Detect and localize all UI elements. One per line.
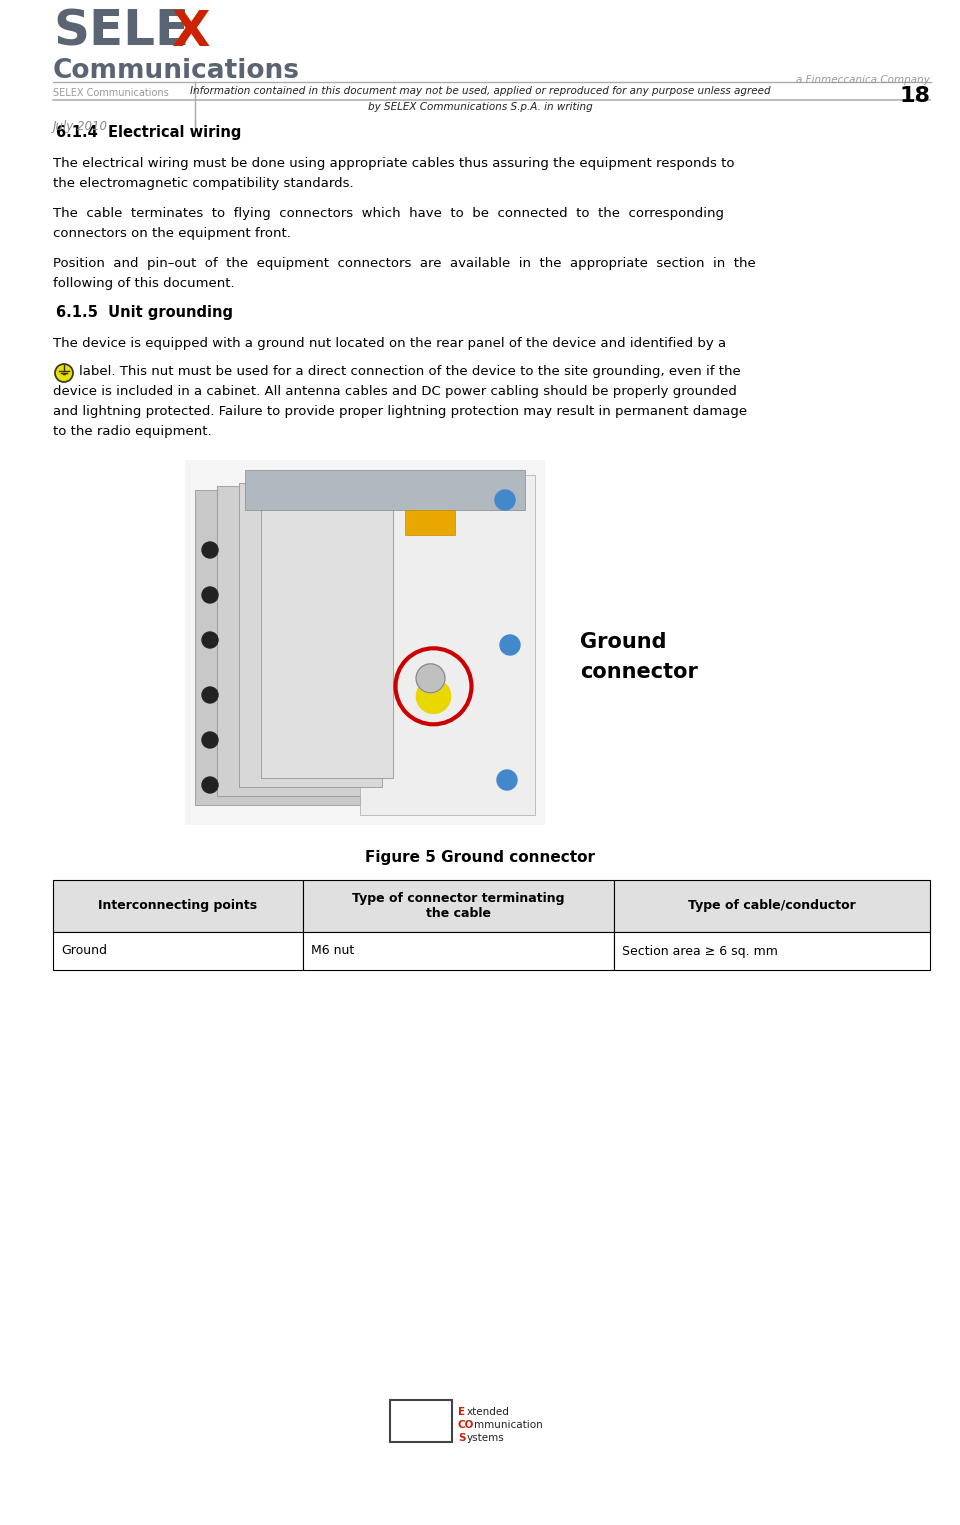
- Text: a Finmeccanica Company: a Finmeccanica Company: [796, 75, 930, 85]
- Circle shape: [202, 541, 218, 558]
- FancyBboxPatch shape: [195, 490, 360, 805]
- Text: The  cable  terminates  to  flying  connectors  which  have  to  be  connected  : The cable terminates to flying connector…: [53, 207, 724, 220]
- Text: following of this document.: following of this document.: [53, 278, 234, 290]
- FancyBboxPatch shape: [303, 880, 614, 932]
- Text: Type of connector terminating
the cable: Type of connector terminating the cable: [352, 892, 564, 920]
- Text: to the radio equipment.: to the radio equipment.: [53, 425, 211, 438]
- Text: Interconnecting points: Interconnecting points: [99, 900, 257, 912]
- FancyBboxPatch shape: [390, 1400, 452, 1443]
- Text: mmunication: mmunication: [474, 1420, 542, 1430]
- Text: label. This nut must be used for a direct connection of the device to the site g: label. This nut must be used for a direc…: [79, 364, 741, 378]
- Circle shape: [416, 663, 444, 692]
- FancyBboxPatch shape: [239, 483, 382, 787]
- Text: S: S: [458, 1434, 466, 1443]
- Text: Position  and  pin–out  of  the  equipment  connectors  are  available  in  the : Position and pin–out of the equipment co…: [53, 258, 756, 270]
- FancyBboxPatch shape: [53, 932, 303, 970]
- Text: The electrical wiring must be done using appropriate cables thus assuring the eq: The electrical wiring must be done using…: [53, 157, 734, 169]
- Circle shape: [500, 634, 520, 656]
- FancyBboxPatch shape: [245, 470, 525, 509]
- Text: Figure 5 Ground connector: Figure 5 Ground connector: [365, 849, 595, 865]
- FancyBboxPatch shape: [53, 880, 303, 932]
- Circle shape: [202, 732, 218, 747]
- Text: E: E: [458, 1408, 466, 1417]
- Circle shape: [202, 587, 218, 602]
- FancyBboxPatch shape: [614, 932, 930, 970]
- Text: 18: 18: [899, 85, 930, 107]
- Text: by SELEX Communications S.p.A. in writing: by SELEX Communications S.p.A. in writin…: [368, 102, 592, 111]
- Text: Ground: Ground: [61, 944, 107, 958]
- Circle shape: [202, 631, 218, 648]
- Text: Communications: Communications: [53, 58, 300, 84]
- Text: CO: CO: [458, 1420, 474, 1430]
- Text: Ground: Ground: [580, 631, 666, 651]
- Text: and lightning protected. Failure to provide proper lightning protection may resu: and lightning protected. Failure to prov…: [53, 406, 747, 418]
- Circle shape: [495, 490, 515, 509]
- Text: July 2010: July 2010: [53, 120, 108, 133]
- Circle shape: [417, 679, 450, 714]
- FancyBboxPatch shape: [303, 932, 614, 970]
- Text: ECOS: ECOS: [392, 1412, 450, 1430]
- Text: X: X: [171, 8, 209, 56]
- Circle shape: [55, 364, 73, 381]
- Text: device is included in a cabinet. All antenna cables and DC power cabling should : device is included in a cabinet. All ant…: [53, 384, 737, 398]
- Text: xtended: xtended: [467, 1408, 510, 1417]
- Circle shape: [202, 686, 218, 703]
- Text: Section area ≥ 6 sq. mm: Section area ≥ 6 sq. mm: [622, 944, 779, 958]
- Text: ystems: ystems: [467, 1434, 505, 1443]
- Circle shape: [202, 778, 218, 793]
- FancyBboxPatch shape: [261, 479, 393, 778]
- Text: connectors on the equipment front.: connectors on the equipment front.: [53, 227, 291, 239]
- FancyBboxPatch shape: [217, 486, 371, 796]
- Text: connector: connector: [580, 662, 698, 682]
- Text: SELEX Communications: SELEX Communications: [53, 88, 169, 98]
- Text: M6 nut: M6 nut: [311, 944, 354, 958]
- FancyBboxPatch shape: [405, 509, 455, 535]
- Text: Type of cable/conductor: Type of cable/conductor: [688, 900, 856, 912]
- Text: Information contained in this document may not be used, applied or reproduced fo: Information contained in this document m…: [190, 85, 770, 96]
- Text: SELE: SELE: [53, 8, 189, 56]
- Text: The device is equipped with a ground nut located on the rear panel of the device: The device is equipped with a ground nut…: [53, 337, 726, 351]
- Text: 6.1.4  Electrical wiring: 6.1.4 Electrical wiring: [56, 125, 241, 140]
- Circle shape: [497, 770, 517, 790]
- FancyBboxPatch shape: [185, 461, 545, 825]
- Text: the electromagnetic compatibility standards.: the electromagnetic compatibility standa…: [53, 177, 353, 191]
- Text: 6.1.5  Unit grounding: 6.1.5 Unit grounding: [56, 305, 233, 320]
- FancyBboxPatch shape: [360, 474, 535, 814]
- FancyBboxPatch shape: [614, 880, 930, 932]
